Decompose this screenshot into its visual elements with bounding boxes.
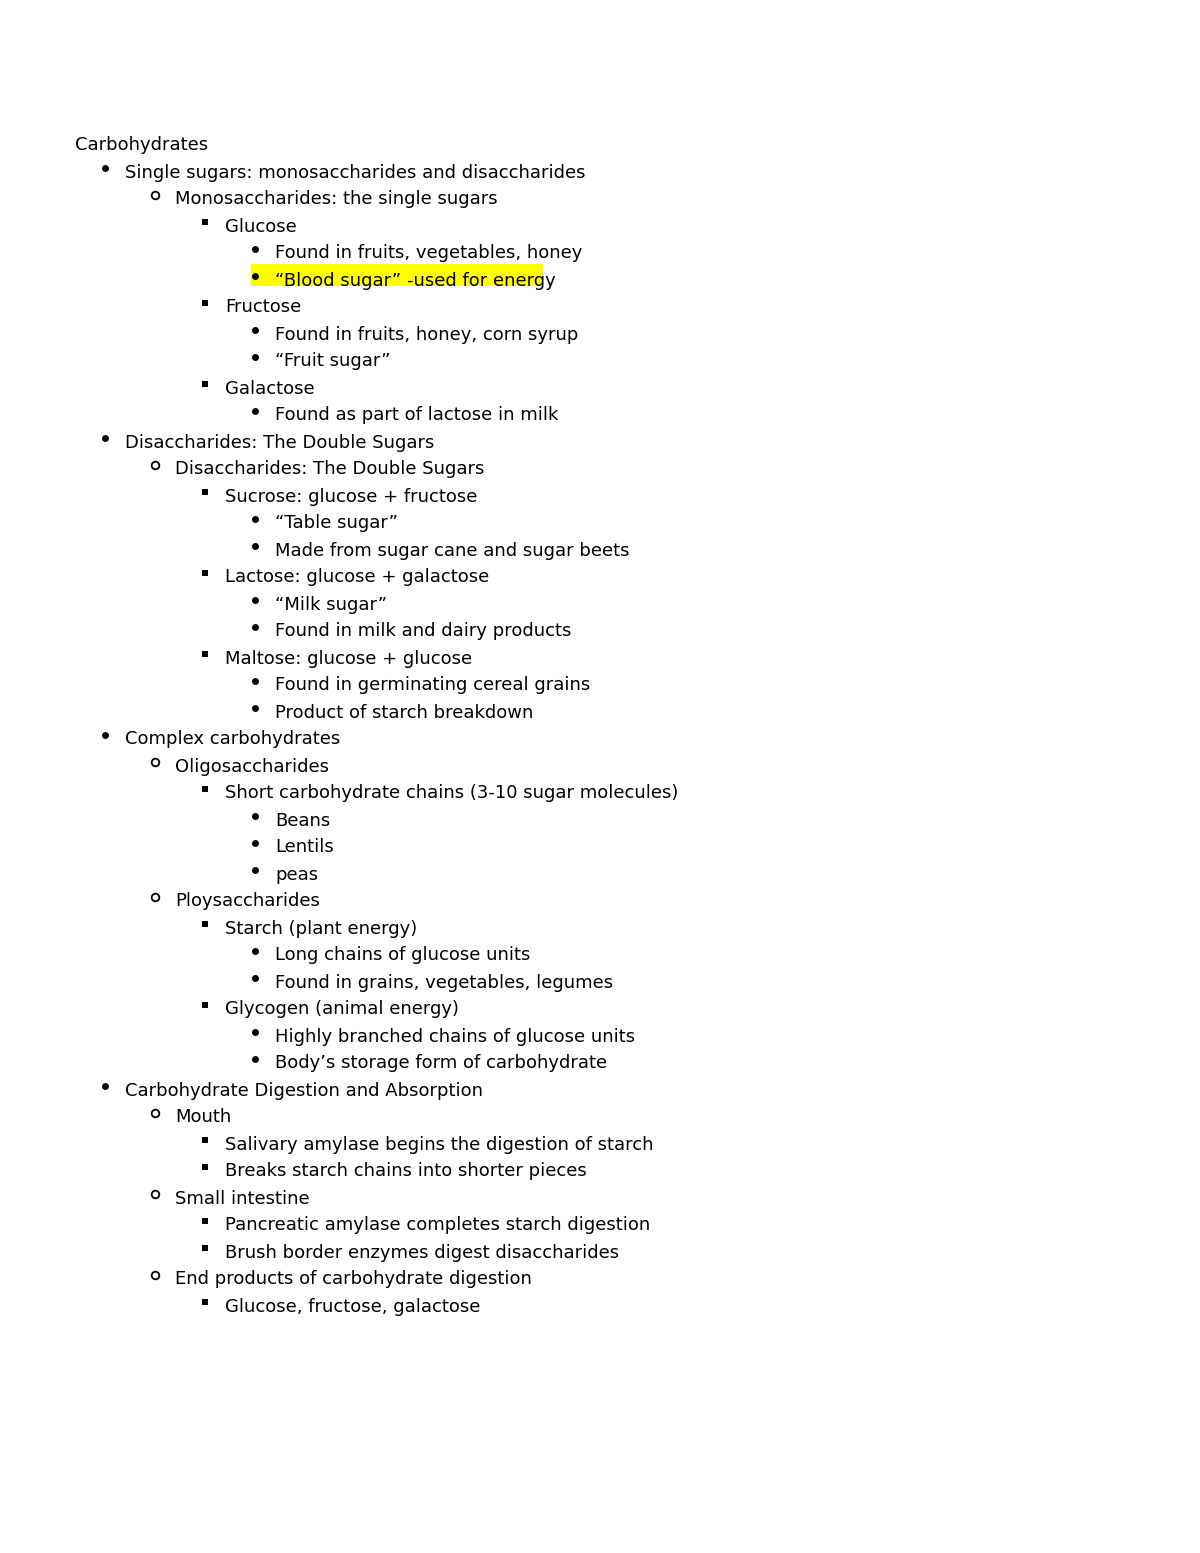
- Text: “Milk sugar”: “Milk sugar”: [275, 595, 388, 613]
- Text: Lentils: Lentils: [275, 839, 334, 857]
- Text: Short carbohydrate chains (3-10 sugar molecules): Short carbohydrate chains (3-10 sugar mo…: [226, 784, 678, 803]
- Text: “Fruit sugar”: “Fruit sugar”: [275, 353, 390, 371]
- Text: Glucose: Glucose: [226, 217, 296, 236]
- Text: Single sugars: monosaccharides and disaccharides: Single sugars: monosaccharides and disac…: [125, 163, 586, 182]
- Text: Highly branched chains of glucose units: Highly branched chains of glucose units: [275, 1028, 635, 1045]
- Text: peas: peas: [275, 865, 318, 884]
- Text: Galactose: Galactose: [226, 379, 314, 398]
- Text: Body’s storage form of carbohydrate: Body’s storage form of carbohydrate: [275, 1054, 607, 1073]
- Text: “Blood sugar” -used for energy: “Blood sugar” -used for energy: [275, 272, 556, 289]
- Text: Disaccharides: The Double Sugars: Disaccharides: The Double Sugars: [125, 433, 434, 452]
- Text: Found in germinating cereal grains: Found in germinating cereal grains: [275, 677, 590, 694]
- Text: Complex carbohydrates: Complex carbohydrates: [125, 730, 341, 749]
- Text: Found in fruits, honey, corn syrup: Found in fruits, honey, corn syrup: [275, 326, 578, 343]
- Text: Sucrose: glucose + fructose: Sucrose: glucose + fructose: [226, 488, 478, 505]
- Text: Monosaccharides: the single sugars: Monosaccharides: the single sugars: [175, 191, 498, 208]
- Text: Lactose: glucose + galactose: Lactose: glucose + galactose: [226, 568, 490, 587]
- Text: Pancreatic amylase completes starch digestion: Pancreatic amylase completes starch dige…: [226, 1216, 650, 1235]
- Text: Found in milk and dairy products: Found in milk and dairy products: [275, 623, 571, 640]
- Text: Maltose: glucose + glucose: Maltose: glucose + glucose: [226, 649, 472, 668]
- Text: Found in grains, vegetables, legumes: Found in grains, vegetables, legumes: [275, 974, 613, 991]
- FancyBboxPatch shape: [251, 264, 542, 286]
- Text: Oligosaccharides: Oligosaccharides: [175, 758, 329, 775]
- Text: Disaccharides: The Double Sugars: Disaccharides: The Double Sugars: [175, 461, 485, 478]
- Text: Carbohydrate Digestion and Absorption: Carbohydrate Digestion and Absorption: [125, 1081, 482, 1100]
- Text: Starch (plant energy): Starch (plant energy): [226, 919, 418, 938]
- Text: “Table sugar”: “Table sugar”: [275, 514, 398, 533]
- Text: Breaks starch chains into shorter pieces: Breaks starch chains into shorter pieces: [226, 1163, 587, 1180]
- Text: Found in fruits, vegetables, honey: Found in fruits, vegetables, honey: [275, 244, 582, 262]
- Text: Made from sugar cane and sugar beets: Made from sugar cane and sugar beets: [275, 542, 630, 559]
- Text: Carbohydrates: Carbohydrates: [74, 137, 208, 154]
- Text: Mouth: Mouth: [175, 1109, 232, 1126]
- Text: Salivary amylase begins the digestion of starch: Salivary amylase begins the digestion of…: [226, 1135, 654, 1154]
- Text: End products of carbohydrate digestion: End products of carbohydrate digestion: [175, 1270, 532, 1289]
- Text: Glycogen (animal energy): Glycogen (animal energy): [226, 1000, 458, 1019]
- Text: Long chains of glucose units: Long chains of glucose units: [275, 946, 530, 964]
- Text: Product of starch breakdown: Product of starch breakdown: [275, 704, 533, 722]
- Text: Found as part of lactose in milk: Found as part of lactose in milk: [275, 407, 558, 424]
- Text: Brush border enzymes digest disaccharides: Brush border enzymes digest disaccharide…: [226, 1244, 619, 1261]
- Text: Beans: Beans: [275, 812, 330, 829]
- Text: Glucose, fructose, galactose: Glucose, fructose, galactose: [226, 1297, 480, 1315]
- Text: Ploysaccharides: Ploysaccharides: [175, 893, 320, 910]
- Text: Fructose: Fructose: [226, 298, 301, 317]
- Text: Small intestine: Small intestine: [175, 1190, 310, 1208]
